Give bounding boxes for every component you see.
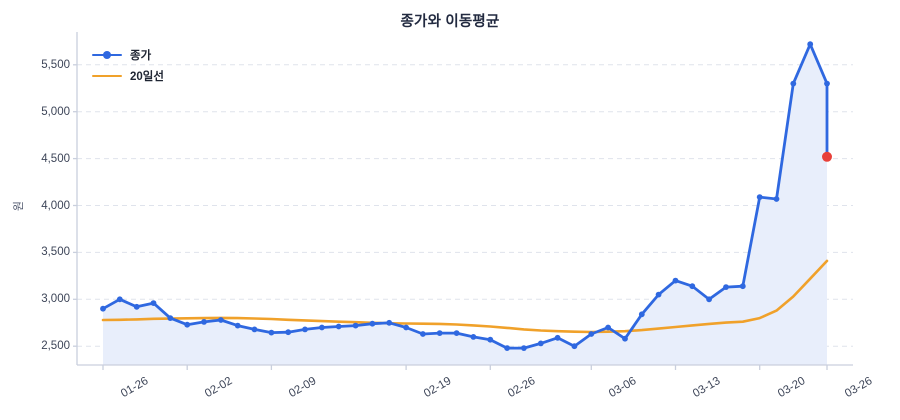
x-tick-label: 01-26 — [118, 375, 151, 401]
data-point-close — [201, 319, 207, 325]
data-point-close — [773, 196, 780, 202]
data-point-close — [184, 321, 191, 328]
x-tick-label: 02-02 — [203, 375, 235, 401]
data-point-close — [554, 334, 561, 341]
legend-label: 20일선 — [130, 70, 164, 83]
data-point-close — [638, 311, 645, 318]
data-point-close — [571, 343, 578, 350]
y-tick-label: 2,500 — [41, 340, 70, 353]
data-point-close — [234, 322, 241, 329]
legend-swatch-icon — [92, 69, 122, 83]
data-point-close — [605, 324, 611, 331]
data-point-close — [100, 305, 106, 312]
data-point-close — [133, 303, 140, 310]
last-data-point-marker — [822, 151, 832, 162]
y-tick-label: 3,000 — [41, 293, 70, 306]
data-point-close — [504, 345, 510, 351]
data-point-close — [335, 323, 342, 330]
chart-legend: 종가 20일선 — [92, 46, 164, 84]
x-tick-label: 03-26 — [842, 375, 875, 401]
data-point-close — [352, 322, 359, 329]
series-line-ma20 — [101, 259, 829, 334]
legend-item[interactable]: 20일선 — [92, 67, 164, 84]
close-area-fill — [103, 44, 827, 365]
legend-swatch-icon — [92, 48, 122, 62]
data-point-close — [150, 300, 157, 306]
series-line-close — [101, 42, 829, 350]
data-point-close — [723, 284, 729, 290]
data-point-close — [453, 330, 460, 336]
data-point-close — [116, 296, 123, 303]
data-point-close — [537, 340, 544, 347]
data-point-close — [790, 80, 797, 87]
data-point-close — [268, 329, 275, 336]
y-tick-label: 4,000 — [41, 199, 70, 212]
data-point-close — [319, 324, 325, 331]
x-tick-label: 02-19 — [422, 375, 454, 401]
data-point-close — [756, 194, 763, 201]
data-point-close — [420, 331, 426, 337]
data-point-close — [706, 296, 712, 303]
data-point-close — [369, 320, 376, 327]
data-point-close — [807, 41, 814, 48]
data-point-close — [251, 326, 258, 333]
data-point-close — [521, 345, 527, 351]
x-tick-label: 03-06 — [607, 375, 639, 401]
data-point-close — [470, 334, 477, 340]
y-tick-label: 4,500 — [41, 152, 70, 165]
y-tick-label: 5,500 — [41, 58, 70, 71]
data-point-close — [302, 326, 308, 333]
chart-title: 종가와 이동평균 — [400, 14, 500, 30]
data-point-close — [167, 315, 174, 321]
x-tick-label: 02-09 — [287, 375, 319, 401]
data-point-close — [622, 335, 628, 342]
legend-item[interactable]: 종가 — [92, 46, 164, 63]
legend-marker-icon — [103, 51, 111, 59]
y-tick-label: 3,500 — [41, 246, 70, 259]
x-tick-label: 02-26 — [506, 375, 538, 401]
data-point-close — [436, 330, 443, 336]
data-point-close — [218, 317, 224, 323]
x-tick-label: 03-20 — [775, 375, 808, 401]
data-point-close — [403, 324, 409, 331]
data-point-close — [487, 336, 494, 343]
data-point-close — [655, 291, 662, 298]
data-point-close — [689, 283, 696, 290]
data-point-close — [739, 283, 746, 290]
y-axis-tick-labels: 2,500 3,000 3,500 4,000 4,500 5,000 5,500 — [10, 0, 70, 420]
data-point-close — [386, 319, 393, 326]
data-point-close — [588, 331, 595, 337]
x-tick-label: 03-13 — [691, 375, 723, 401]
y-tick-label: 5,000 — [41, 105, 70, 118]
data-point-close — [672, 277, 679, 284]
legend-label: 종가 — [130, 49, 152, 62]
data-point-close — [285, 329, 292, 336]
